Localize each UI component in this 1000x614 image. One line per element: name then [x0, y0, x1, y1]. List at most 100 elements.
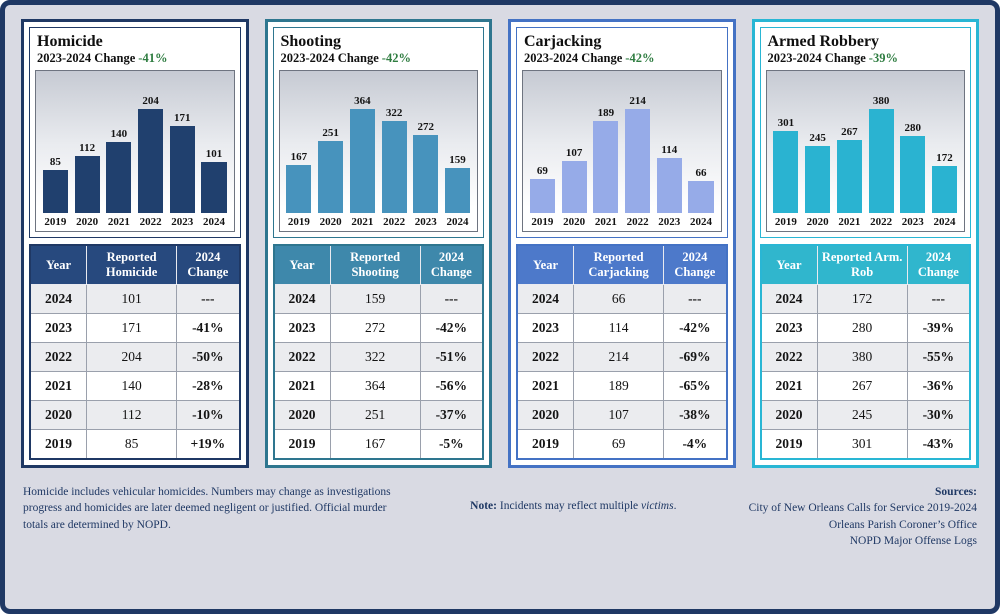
change-cell: --- [176, 284, 240, 315]
reported-cell: 322 [329, 342, 421, 373]
shooting-title: Shooting [280, 33, 341, 50]
source-item: City of New Orleans Calls for Service 20… [748, 502, 977, 515]
bar-value-label: 112 [79, 142, 96, 155]
bar-category-label: 2023 [171, 216, 194, 229]
change-cell: --- [419, 284, 484, 315]
bar [868, 109, 894, 214]
bar [593, 121, 619, 214]
year-cell: 2024 [516, 284, 575, 315]
bar [349, 109, 375, 214]
carjacking-bar-chart: 69 2019 107 2020 189 2021 214 2022 114 2023 66 2024 [522, 70, 722, 233]
note-end: . [673, 500, 677, 513]
table-row: 2019 69 -4% [516, 429, 727, 460]
shooting-col-header-change: 2024 Change [419, 244, 484, 286]
bar-value-label: 85 [49, 156, 61, 169]
armed-robbery-change-summary: 2023-2024 Change -39% [766, 51, 966, 70]
table-row: 2020 112 -10% [29, 400, 240, 431]
bar-group: 85 2019 [40, 156, 71, 231]
bar-category-label: 2023 [658, 216, 681, 229]
bar-value-label: 214 [629, 95, 646, 108]
armed-robbery-table: Year Reported Arm. Rob 2024 Change 2024 1… [759, 244, 971, 461]
bar-category-label: 2024 [203, 216, 225, 229]
bar-value-label: 172 [936, 152, 953, 165]
homicide-table: Year Reported Homicide 2024 Change 2024 1… [29, 244, 241, 461]
change-cell: -36% [906, 371, 971, 402]
bar-category-label: 2021 [107, 216, 130, 229]
table-row: 2020 107 -38% [516, 400, 727, 431]
bar-category-label: 2022 [139, 216, 162, 229]
reported-cell: 301 [816, 429, 908, 460]
reported-cell: 114 [573, 313, 665, 344]
bar-value-label: 171 [174, 112, 191, 125]
homicide-change-summary: 2023-2024 Change -41% [35, 51, 235, 70]
source-item: NOPD Major Offense Logs [849, 534, 977, 547]
year-cell: 2020 [273, 400, 331, 431]
carjacking-change-label: 2023-2024 Change [524, 51, 623, 66]
armed-robbery-bar-chart: 301 2019 245 2020 267 2021 380 2022 280 2023 172 20… [765, 70, 965, 233]
shooting-change-summary: 2023-2024 Change -42% [279, 51, 479, 70]
bar-category-label: 2021 [351, 216, 374, 229]
change-cell: -30% [906, 400, 971, 431]
armed-robbery-table-header-row: Year Reported Arm. Rob 2024 Change [760, 244, 971, 286]
table-row: 2022 214 -69% [516, 342, 727, 373]
carjacking-table: Year Reported Carjacking 2024 Change 202… [516, 244, 728, 461]
reported-cell: 107 [573, 400, 665, 431]
shooting-chart-card: Shooting 2023-2024 Change -42% 167 2019 251… [272, 27, 484, 239]
reported-cell: 245 [816, 400, 908, 431]
change-cell: -42% [663, 313, 727, 344]
bar-value-label: 189 [597, 107, 615, 120]
bar-group: 101 2024 [199, 148, 230, 231]
bar-value-label: 245 [809, 132, 826, 145]
reported-cell: 69 [573, 429, 665, 460]
bar [286, 165, 312, 214]
reported-cell: 172 [816, 284, 908, 315]
year-cell: 2019 [273, 429, 331, 460]
change-cell: -39% [906, 313, 971, 344]
bar-value-label: 364 [354, 95, 371, 108]
homicide-change-label: 2023-2024 Change [37, 51, 136, 66]
bar-value-label: 251 [322, 127, 339, 140]
bar-value-label: 322 [385, 107, 403, 120]
table-row: 2019 301 -43% [760, 429, 971, 460]
table-row: 2022 322 -51% [273, 342, 484, 373]
bar [773, 131, 799, 214]
carjacking-title: Carjacking [524, 33, 602, 50]
change-cell: +19% [176, 429, 240, 460]
carjacking-change-summary: 2023-2024 Change -42% [522, 51, 722, 70]
bar-value-label: 66 [695, 167, 707, 180]
carjacking-change-value: -42% [625, 51, 655, 66]
armed-robbery-title: Armed Robbery [767, 33, 880, 50]
change-cell: -51% [419, 342, 484, 373]
change-cell: --- [663, 284, 727, 315]
reported-cell: 251 [329, 400, 421, 431]
change-cell: -56% [419, 371, 484, 402]
homicide-col-header-year: Year [29, 244, 88, 286]
bar-group: 214 2022 [622, 95, 653, 231]
bar [656, 158, 682, 214]
bar-category-label: 2022 [626, 216, 649, 229]
table-row: 2023 171 -41% [29, 313, 240, 344]
year-cell: 2023 [29, 313, 88, 344]
table-row: 2021 364 -56% [273, 371, 484, 402]
bar-group: 322 2022 [379, 107, 410, 231]
table-row: 2019 85 +19% [29, 429, 240, 460]
bar-group: 204 2022 [135, 95, 166, 231]
table-row: 2019 167 -5% [273, 429, 484, 460]
bar-group: 280 2023 [897, 122, 928, 231]
bar-category-label: 2020 [806, 216, 829, 229]
bar-group: 251 2020 [315, 127, 346, 231]
panel-homicide: Homicide 2023-2024 Change -41% 85 2019 112 2… [21, 19, 249, 469]
bar-group: 159 2024 [442, 154, 473, 231]
bar [201, 162, 227, 214]
year-cell: 2022 [760, 342, 818, 373]
reported-cell: 204 [86, 342, 178, 373]
armed-robbery-col-header-reported: Reported Arm. Rob [816, 244, 908, 286]
bar-value-label: 114 [661, 144, 678, 157]
armed-robbery-col-header-change: 2024 Change [906, 244, 971, 286]
homicide-col-header-change: 2024 Change [176, 244, 240, 286]
panel-armed-robbery: Armed Robbery 2023-2024 Change -39% 301 20… [751, 19, 979, 469]
table-row: 2024 159 --- [273, 284, 484, 315]
reported-cell: 85 [86, 429, 178, 460]
bar-group: 272 2023 [410, 121, 441, 231]
armed-robbery-chart-card: Armed Robbery 2023-2024 Change -39% 301 20… [759, 27, 971, 239]
